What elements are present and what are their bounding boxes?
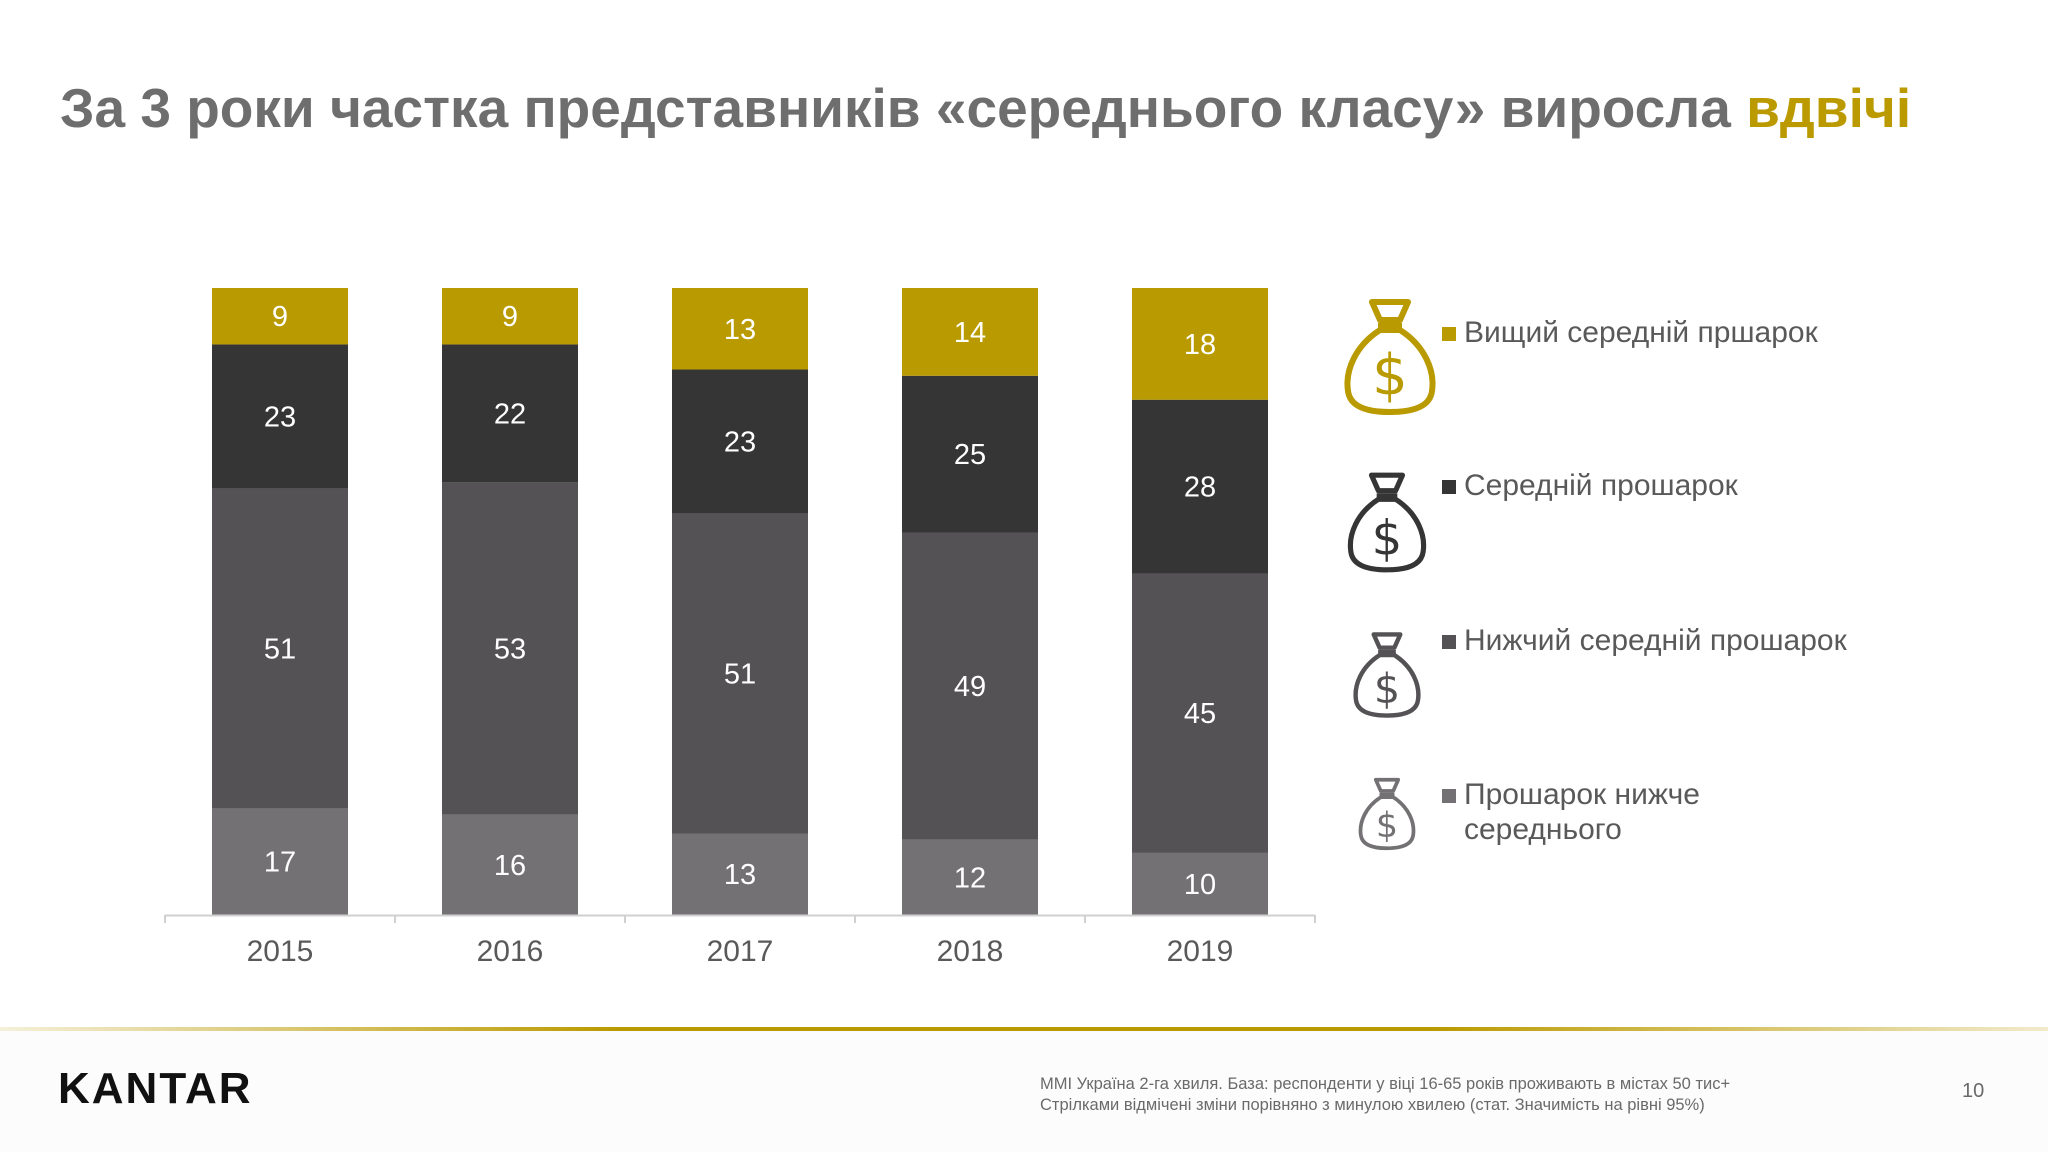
kantar-logo: KANTAR xyxy=(58,1064,253,1113)
data-label: 23 xyxy=(264,402,296,434)
data-label: 28 xyxy=(1184,472,1216,504)
page-number: 10 xyxy=(1962,1080,1985,1102)
money-bag-icon: $ xyxy=(1358,777,1416,851)
legend-swatch xyxy=(1442,480,1456,494)
bar-segment-2019-0 xyxy=(1132,852,1268,915)
legend-item-middle: $ Середній прошарок xyxy=(1340,469,1860,600)
legend-label: Середній прошарок xyxy=(1464,469,1738,502)
x-axis: 2015 2016 2017 2018 2019 xyxy=(164,914,1316,968)
bar-segment-2015-1 xyxy=(212,488,348,809)
data-label: 13 xyxy=(724,859,756,891)
svg-text:$: $ xyxy=(1374,664,1400,712)
data-label: 22 xyxy=(494,398,526,430)
data-label: 18 xyxy=(1184,329,1216,361)
bar-segment-2019-1 xyxy=(1132,573,1268,853)
stacked-bar-chart: 17 51 23 9 16 53 22 9 13 51 23 13 12 49 25 14 10 45 28 18 2… xyxy=(164,288,1316,968)
bar-segment-2018-3 xyxy=(902,288,1038,376)
title-accent: вдвічі xyxy=(1746,77,1912,139)
bar-segment-2018-0 xyxy=(902,839,1038,915)
data-label: 9 xyxy=(272,301,288,333)
bar-segment-2015-2 xyxy=(212,344,348,489)
bar-segment-2018-1 xyxy=(902,532,1038,840)
legend-swatch xyxy=(1442,635,1456,649)
footnote-line-1: MMI Україна 2-га хвиля. База: респондент… xyxy=(1040,1075,1731,1093)
legend-item-below-middle: $ Прошарок нижче середнього xyxy=(1340,776,1860,906)
footnote: MMI Україна 2-га хвиля. База: респондент… xyxy=(1040,1074,1730,1116)
data-label: 53 xyxy=(494,634,526,666)
bars-group: 17 51 23 9 16 53 22 9 13 51 23 13 12 49 25 14 10 45 28 18 xyxy=(212,288,1268,915)
bar-segment-2016-1 xyxy=(442,482,578,815)
footnote-line-2: Стрілками відмічені зміни порівняно з ми… xyxy=(1040,1096,1705,1114)
x-tick-label: 2019 xyxy=(1167,935,1234,968)
footer xyxy=(0,1031,2048,1152)
bar-segment-2017-2 xyxy=(672,369,808,514)
title-main: За 3 роки частка представників «середньо… xyxy=(60,77,1747,139)
svg-text:$: $ xyxy=(1372,510,1403,566)
page-title: За 3 роки частка представників «середньо… xyxy=(60,76,1911,140)
legend-swatch xyxy=(1442,327,1456,341)
data-label: 10 xyxy=(1184,869,1216,901)
data-label: 13 xyxy=(724,314,756,346)
svg-text:$: $ xyxy=(1372,343,1408,408)
data-label: 25 xyxy=(954,439,986,471)
legend-label: Вищий середній пршарок xyxy=(1464,316,1818,349)
x-tick-label: 2017 xyxy=(707,935,774,968)
data-label: 17 xyxy=(264,847,296,879)
bar-segment-2017-1 xyxy=(672,513,808,834)
data-label: 16 xyxy=(494,850,526,882)
x-tick-label: 2015 xyxy=(247,935,314,968)
data-label: 51 xyxy=(264,634,296,666)
svg-text:$: $ xyxy=(1376,806,1398,846)
data-label: 9 xyxy=(502,301,518,333)
bar-segment-2015-0 xyxy=(212,808,348,915)
bar-segment-2016-3 xyxy=(442,288,578,345)
data-label: 51 xyxy=(724,659,756,691)
footer-divider xyxy=(0,1027,2048,1031)
money-bag-icon: $ xyxy=(1344,299,1436,416)
legend-label: Нижчий середній прошарок xyxy=(1464,624,1847,657)
data-label: 49 xyxy=(954,671,986,703)
bar-segment-2018-2 xyxy=(902,375,1038,533)
money-bag-icon: $ xyxy=(1347,472,1427,573)
bar-segment-2017-3 xyxy=(672,288,808,370)
legend-label: Прошарок нижче середнього xyxy=(1464,778,1700,846)
bar-segment-2017-0 xyxy=(672,833,808,915)
legend-item-upper-middle: $ Вищий середній пршарок xyxy=(1340,290,1860,420)
data-label: 23 xyxy=(724,427,756,459)
x-tick-label: 2018 xyxy=(937,935,1004,968)
money-bag-icon: $ xyxy=(1353,632,1421,718)
bar-segment-2016-2 xyxy=(442,344,578,483)
x-tick-label: 2016 xyxy=(477,935,544,968)
legend-swatch xyxy=(1442,789,1456,803)
bar-segment-2016-0 xyxy=(442,814,578,915)
data-label: 12 xyxy=(954,862,986,894)
bar-segment-2019-2 xyxy=(1132,399,1268,574)
bar-segment-2019-3 xyxy=(1132,288,1268,400)
data-label: 45 xyxy=(1184,698,1216,730)
legend-item-lower-middle: $ Нижчий середній прошарок xyxy=(1340,624,1860,758)
data-label: 14 xyxy=(954,317,986,349)
bar-segment-2015-3 xyxy=(212,288,348,345)
